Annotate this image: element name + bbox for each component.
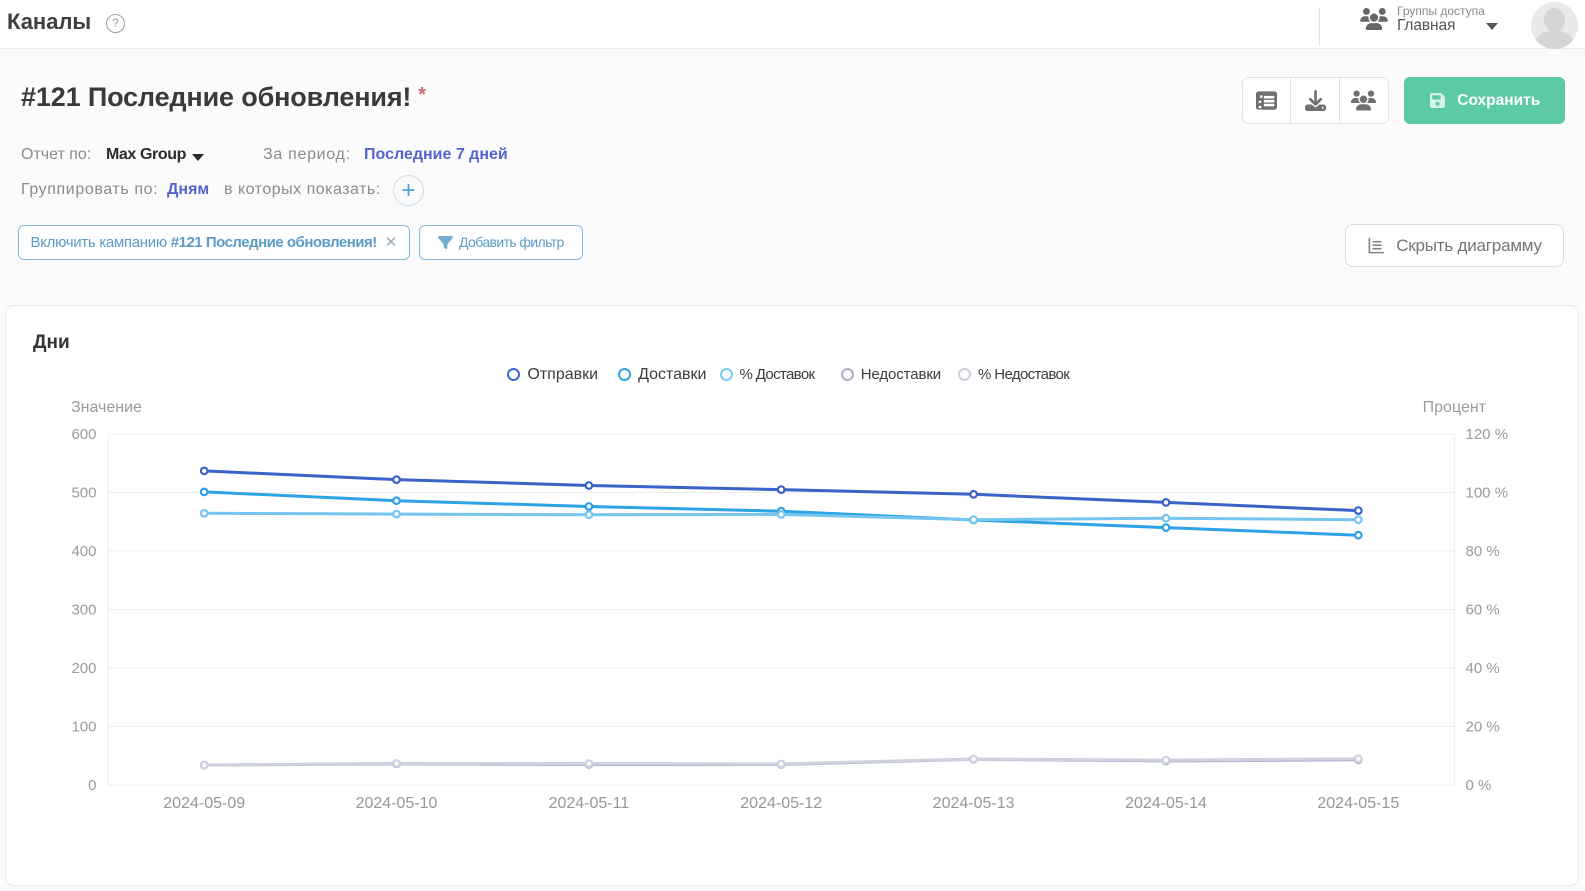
svg-text:100: 100	[71, 719, 96, 736]
svg-text:500: 500	[71, 485, 96, 502]
svg-text:60 %: 60 %	[1466, 602, 1500, 619]
svg-text:2024-05-14: 2024-05-14	[1125, 795, 1207, 812]
svg-text:400: 400	[71, 543, 96, 560]
svg-text:100 %: 100 %	[1466, 485, 1509, 502]
svg-text:2024-05-13: 2024-05-13	[933, 795, 1015, 812]
svg-text:300: 300	[71, 602, 96, 619]
svg-text:2024-05-12: 2024-05-12	[740, 795, 822, 812]
svg-text:200: 200	[71, 660, 96, 677]
svg-text:0 %: 0 %	[1466, 777, 1492, 794]
svg-text:40 %: 40 %	[1466, 660, 1500, 677]
svg-text:20 %: 20 %	[1466, 719, 1500, 736]
svg-text:120 %: 120 %	[1466, 426, 1509, 443]
svg-text:2024-05-15: 2024-05-15	[1317, 795, 1399, 812]
svg-text:0: 0	[88, 777, 96, 794]
svg-text:2024-05-11: 2024-05-11	[549, 795, 630, 812]
svg-text:2024-05-09: 2024-05-09	[163, 795, 245, 812]
svg-text:600: 600	[71, 426, 96, 443]
svg-text:2024-05-10: 2024-05-10	[356, 795, 438, 812]
svg-text:80 %: 80 %	[1466, 543, 1500, 560]
